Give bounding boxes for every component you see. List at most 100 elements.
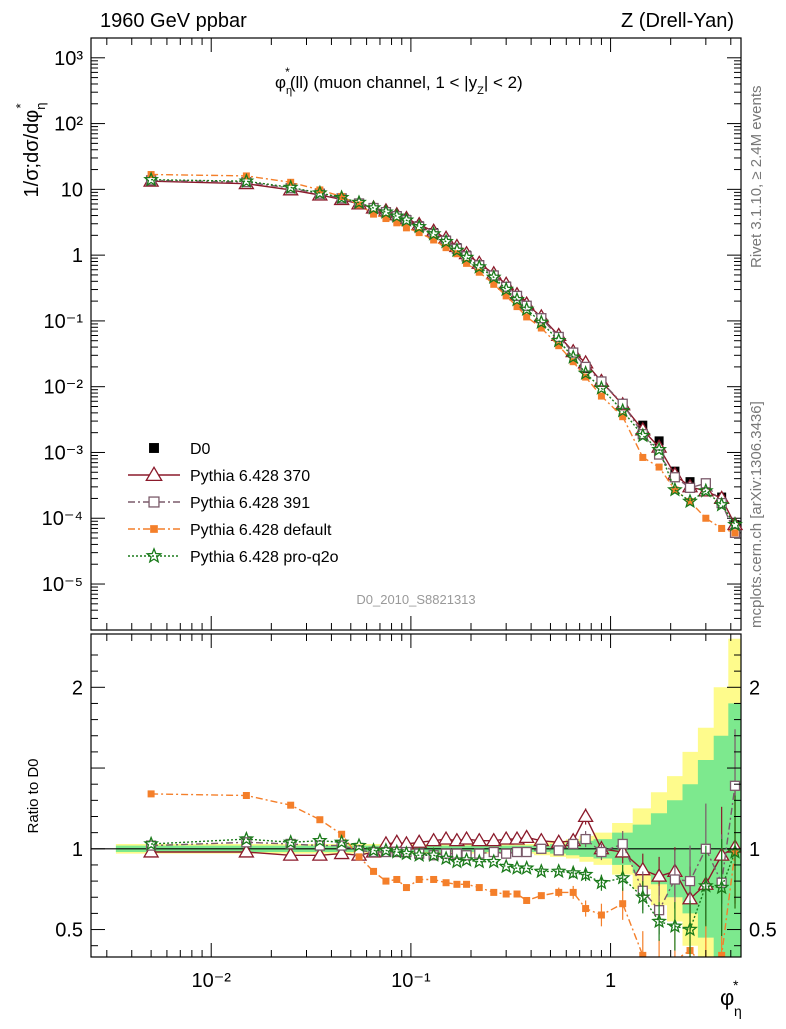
data-point	[518, 300, 535, 317]
ratio-y-tick-label-right: 1	[749, 839, 760, 861]
data-point	[686, 497, 694, 505]
data-point	[634, 427, 651, 443]
legend-label: Pythia 6.428 pro-q2o	[190, 549, 339, 566]
data-point	[425, 225, 442, 241]
ratio-data-point	[501, 848, 512, 859]
ratio-data-point	[355, 853, 363, 861]
ratio-plot-frame	[90, 633, 742, 958]
ratio-data-point	[430, 875, 438, 883]
data-point	[402, 224, 410, 232]
legend-marker	[145, 466, 163, 482]
ratio-data-point	[597, 911, 605, 919]
data-point	[388, 207, 405, 223]
data-point	[475, 268, 483, 276]
ratio-data-point	[282, 846, 299, 861]
ratio-data-point	[378, 842, 394, 858]
data-point	[312, 184, 328, 200]
ratio-data-point	[536, 843, 547, 854]
data-point	[682, 493, 698, 509]
legend-entry-pythia-6-428-370: Pythia 6.428 370	[128, 466, 310, 485]
ratio-data-point	[453, 880, 461, 888]
ratio-data-point	[718, 951, 726, 957]
ratio-data-point	[568, 838, 579, 850]
ratio-data-point	[147, 790, 155, 798]
data-point	[614, 402, 631, 418]
ratio-data-point	[485, 853, 502, 869]
ratio-line-pythia-6-428-pro-q2o	[151, 838, 736, 931]
ratio-data-point	[463, 880, 471, 888]
data-point	[398, 211, 415, 227]
ratio-data-point	[518, 859, 535, 875]
ratio-data-point	[580, 833, 591, 845]
data-point	[718, 524, 726, 532]
ratio-data-point	[282, 833, 299, 850]
data-point	[365, 199, 382, 215]
data-point	[351, 194, 367, 210]
ratio-data-point	[582, 905, 590, 913]
ratio-data-point	[498, 858, 515, 874]
ratio-data-point	[569, 888, 577, 896]
legend-marker	[145, 547, 163, 564]
data-point	[411, 218, 428, 234]
ratio-data-point	[287, 801, 295, 809]
ratio-data-point	[333, 845, 350, 860]
ratio-data-point	[593, 874, 610, 890]
svg-text:η: η	[734, 1003, 742, 1019]
svg-text:φ: φ	[720, 985, 734, 1010]
ratio-data-point	[475, 884, 483, 892]
legend-entry-pythia-6-428-default: Pythia 6.428 default	[128, 522, 332, 539]
data-point	[702, 514, 710, 522]
main-y-tick-label: 10⁻⁴	[42, 508, 83, 530]
ratio-data-point	[143, 835, 160, 851]
series-line-pythia-6-428-pro-q2o	[151, 179, 736, 525]
ratio-data-point	[333, 833, 350, 850]
legend-entry-pythia-6-428-391: Pythia 6.428 391	[128, 495, 310, 512]
ratio-data-point	[656, 965, 663, 972]
ratio-data-point	[411, 847, 428, 862]
data-point	[509, 291, 525, 307]
ratio-y-tick-label: 0.5	[55, 920, 83, 942]
ratio-y-axis-label: Ratio to D0	[25, 758, 42, 833]
legend-entry-pythia-6-428-pro-q2o: Pythia 6.428 pro-q2o	[128, 547, 339, 566]
ratio-data-point	[471, 853, 488, 869]
ratio-data-point	[142, 843, 160, 858]
ratio-data-point	[393, 875, 401, 883]
ratio-data-point	[513, 890, 521, 898]
ratio-data-point	[614, 869, 631, 885]
data-point	[577, 365, 594, 380]
ratio-data-point	[596, 846, 607, 858]
ratio-data-point	[365, 842, 382, 858]
data-point	[655, 463, 663, 471]
ratio-data-point	[617, 838, 628, 850]
ratio-data-point	[437, 830, 455, 845]
data-point	[651, 441, 668, 457]
ratio-data-point	[368, 846, 379, 858]
legend-marker	[148, 496, 160, 508]
data-point	[471, 258, 488, 274]
ratio-data-point	[697, 877, 714, 893]
ratio-data-point	[238, 843, 255, 858]
legend-label: D0	[190, 441, 211, 458]
x-tick-label: 1	[605, 970, 616, 992]
data-point	[523, 313, 531, 321]
data-point	[338, 192, 346, 200]
main-y-axis-label: 1/σ;dσ/dφη*	[13, 103, 48, 198]
ratio-y-tick-label-right: 2	[749, 677, 760, 699]
data-point	[415, 229, 423, 237]
data-point	[442, 244, 450, 252]
ratio-data-point	[370, 867, 378, 875]
data-point	[582, 373, 590, 381]
data-point	[393, 219, 401, 227]
series-pythia-6-428-pro-q2o	[143, 171, 743, 532]
ratio-data-point	[502, 890, 510, 898]
data-point	[666, 481, 683, 497]
header-process-label: Z (Drell-Yan)	[621, 10, 734, 32]
data-point	[511, 290, 523, 302]
ratio-data-point	[682, 921, 698, 937]
main-plot-panel: 10⁻⁵ 10⁻⁴ 10⁻³ 10⁻² 10⁻¹ 1 10 10² 10³	[42, 37, 744, 631]
data-point	[555, 342, 563, 350]
ratio-data-point	[388, 843, 405, 859]
ratio-data-point	[285, 838, 296, 850]
data-point	[639, 453, 647, 461]
